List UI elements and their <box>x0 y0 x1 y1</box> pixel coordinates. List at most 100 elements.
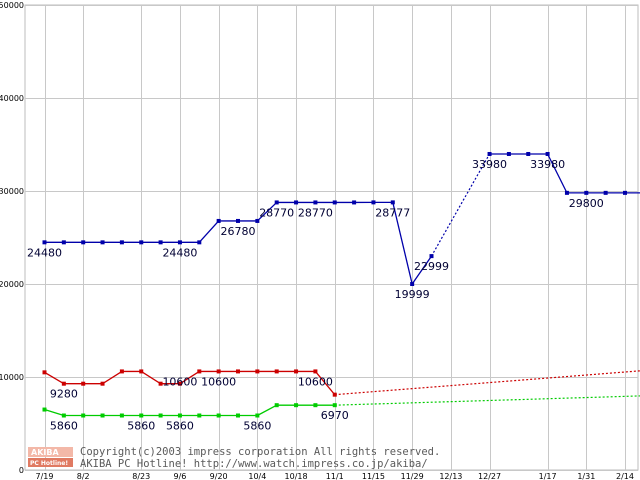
data-point <box>42 240 47 245</box>
series-line-segment <box>256 201 278 222</box>
data-point <box>274 403 279 408</box>
data-label: 33980 <box>472 158 507 171</box>
x-tick-label: 11/1 <box>326 472 344 480</box>
x-tick-label: 11/15 <box>362 472 385 480</box>
y-tick-label: 30000 <box>0 187 24 196</box>
data-point <box>255 218 260 223</box>
data-label: 5860 <box>243 420 271 433</box>
data-point <box>177 240 182 245</box>
data-point <box>139 413 144 418</box>
data-point <box>294 369 299 374</box>
data-label: 19999 <box>395 288 430 301</box>
series-2 <box>42 395 640 418</box>
data-point <box>564 190 569 195</box>
akiba-logo-bottom-text: PC Hotline! <box>30 460 68 467</box>
data-point <box>177 413 182 418</box>
x-tick-label: 10/4 <box>248 472 266 480</box>
data-point <box>100 240 105 245</box>
data-point <box>119 413 124 418</box>
y-tick-label: 0 <box>19 466 24 475</box>
watermark-line-1: Copyright(c)2003 impress corporation All… <box>80 446 440 458</box>
x-tick-label: 9/6 <box>174 472 187 480</box>
series-dashed-segment <box>430 153 491 257</box>
data-label: 10600 <box>201 375 236 388</box>
data-label: 5860 <box>127 420 155 433</box>
data-point <box>61 413 66 418</box>
x-tick-label: 8/23 <box>132 472 150 480</box>
series-line-segment <box>102 370 123 385</box>
x-tick-label: 11/29 <box>401 472 424 480</box>
series-1 <box>42 369 640 397</box>
data-label: 22999 <box>414 260 449 273</box>
data-point <box>294 200 299 205</box>
data-point <box>294 403 299 408</box>
data-point <box>255 413 260 418</box>
x-tick-label: 9/20 <box>210 472 228 480</box>
series-line-segment <box>140 370 161 385</box>
series-line-segment <box>547 153 568 194</box>
data-point <box>197 369 202 374</box>
data-label: 28770 <box>259 206 294 219</box>
data-point <box>197 240 202 245</box>
data-label: 33980 <box>530 158 565 171</box>
series-line-segment <box>44 408 65 417</box>
data-point <box>313 369 318 374</box>
data-point <box>81 381 86 386</box>
x-tick-label: 8/2 <box>77 472 90 480</box>
data-label: 5860 <box>50 420 78 433</box>
data-point <box>119 240 124 245</box>
y-tick-label: 50000 <box>0 1 24 10</box>
data-point <box>332 403 337 408</box>
data-point <box>545 151 550 156</box>
series-line-segment <box>392 202 413 285</box>
series-line-segment <box>198 220 220 243</box>
series-line-segment <box>314 371 336 396</box>
x-tick-label: 12/27 <box>478 472 501 480</box>
data-point <box>506 151 511 156</box>
data-point <box>526 151 531 156</box>
data-label: 9280 <box>50 388 78 401</box>
y-tick-label: 10000 <box>0 373 24 382</box>
grid <box>24 4 639 471</box>
data-point <box>158 240 163 245</box>
data-label: 10600 <box>162 375 197 388</box>
x-tick-label: 1/17 <box>539 472 557 480</box>
x-tick-label: 1/31 <box>577 472 595 480</box>
data-label: 24480 <box>162 246 197 259</box>
data-point <box>61 240 66 245</box>
data-point <box>42 370 47 375</box>
data-label: 28777 <box>375 206 410 219</box>
data-point <box>236 369 240 374</box>
data-label: 6970 <box>321 409 349 422</box>
akiba-logo-bottom <box>28 458 73 467</box>
data-point <box>177 381 182 386</box>
data-point <box>100 413 105 418</box>
akiba-logo-top <box>28 447 73 457</box>
data-point <box>584 190 589 195</box>
data-point <box>390 200 395 205</box>
data-label: 10600 <box>298 375 333 388</box>
y-tick-label: 40000 <box>0 94 24 103</box>
data-point <box>603 190 608 195</box>
plot-border <box>24 4 639 471</box>
data-point <box>139 369 144 374</box>
x-tick-label: 2/14 <box>616 472 634 480</box>
data-point <box>255 369 260 374</box>
x-axis-ticks: 7/19 8/2 8/23 9/6 9/20 10/4 10/18 11/1 11/15 11/2… <box>36 472 634 480</box>
data-point <box>158 413 163 418</box>
x-tick-label: 10/18 <box>285 472 308 480</box>
data-point <box>623 190 627 195</box>
series-line-segment <box>44 371 65 385</box>
data-point <box>139 240 144 245</box>
series-line-segment <box>179 370 200 385</box>
data-point <box>332 392 337 397</box>
series <box>42 151 640 418</box>
data-label: 24480 <box>27 246 62 259</box>
data-point <box>61 381 66 386</box>
x-tick-label: 7/19 <box>36 472 54 480</box>
data-point <box>81 240 86 245</box>
data-point <box>313 200 318 205</box>
data-point <box>42 407 47 412</box>
data-label: 28770 <box>298 206 333 219</box>
